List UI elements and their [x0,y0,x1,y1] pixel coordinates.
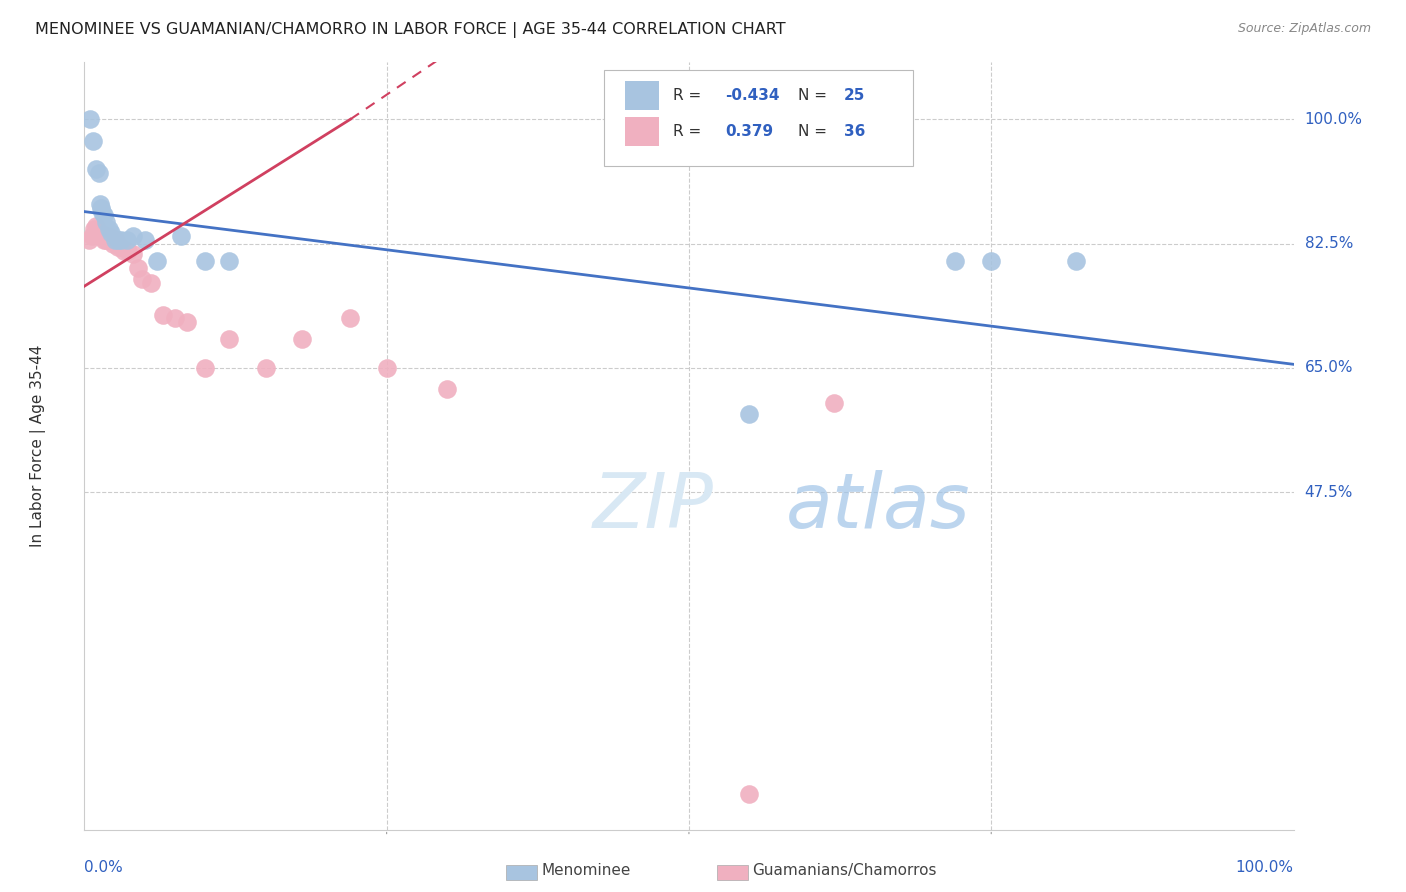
Point [218,254,240,268]
Text: 25: 25 [844,88,865,103]
Point [1064,254,1087,268]
Point [194,254,217,268]
Point [96,233,118,247]
Point [100,233,122,247]
Point [79,112,101,127]
Point [943,254,966,268]
Text: 82.5%: 82.5% [1305,236,1353,251]
Point [110,233,132,247]
Point [436,382,458,396]
Text: In Labor Force | Age 35-44: In Labor Force | Age 35-44 [31,345,46,547]
Text: MENOMINEE VS GUAMANIAN/CHAMORRO IN LABOR FORCE | AGE 35-44 CORRELATION CHART: MENOMINEE VS GUAMANIAN/CHAMORRO IN LABOR… [35,22,786,38]
Point [117,244,139,258]
Point [107,233,129,247]
Point [90,226,112,240]
FancyBboxPatch shape [605,70,912,166]
Point [738,787,761,801]
Point [86,161,108,176]
Text: 0.0%: 0.0% [84,860,124,875]
Point [97,229,120,244]
Text: 65.0%: 65.0% [1305,360,1353,376]
Point [121,247,143,261]
Point [291,333,314,347]
Point [91,229,114,244]
Point [110,240,132,254]
Text: Source: ZipAtlas.com: Source: ZipAtlas.com [1237,22,1371,36]
Text: 47.5%: 47.5% [1305,484,1353,500]
Text: 36: 36 [844,124,865,139]
Point [93,233,115,247]
Text: Menominee: Menominee [541,863,631,878]
Text: -0.434: -0.434 [725,88,780,103]
Point [823,396,845,410]
Point [112,244,135,258]
Point [104,233,127,247]
Point [89,197,111,211]
Text: R =: R = [673,88,706,103]
Text: R =: R = [673,124,706,139]
Text: 100.0%: 100.0% [1305,112,1362,127]
Point [94,229,117,244]
Text: 0.379: 0.379 [725,124,773,139]
Point [121,229,143,244]
Text: 100.0%: 100.0% [1236,860,1294,875]
Point [100,226,122,240]
Point [254,360,277,375]
Point [165,311,187,326]
Point [91,204,114,219]
Point [86,226,108,240]
Point [97,222,120,236]
Point [218,333,240,347]
Point [86,219,108,233]
Point [131,272,153,286]
Point [146,254,169,268]
Point [104,233,127,247]
Text: N =: N = [797,124,831,139]
FancyBboxPatch shape [624,81,659,110]
Point [83,222,105,236]
Point [107,240,129,254]
Point [77,233,100,247]
Point [82,134,104,148]
Point [176,315,198,329]
Point [339,311,361,326]
Point [93,208,115,222]
Point [87,165,110,179]
Point [115,233,138,247]
Point [80,229,103,244]
Point [139,276,162,290]
Text: atlas: atlas [786,470,970,544]
Point [170,229,193,244]
Point [738,407,761,421]
FancyBboxPatch shape [624,117,659,146]
Point [980,254,1002,268]
Point [94,215,117,229]
Text: Guamanians/Chamorros: Guamanians/Chamorros [752,863,936,878]
Text: ZIP: ZIP [592,470,713,544]
Point [94,233,117,247]
Point [90,201,112,215]
Text: N =: N = [797,88,831,103]
Point [134,233,156,247]
Point [127,261,149,276]
Point [152,308,174,322]
Point [194,360,217,375]
Point [375,360,398,375]
Point [89,229,111,244]
Point [103,236,125,251]
